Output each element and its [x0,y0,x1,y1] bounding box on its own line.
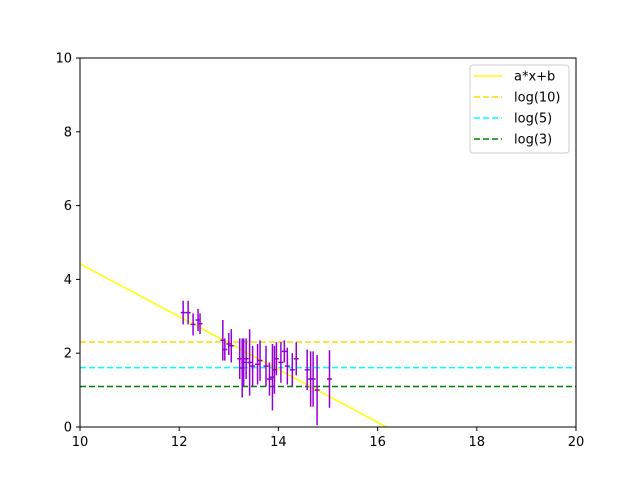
errorbar-point [241,338,247,387]
errorbar-point [273,342,279,376]
y-tick-label: 2 [64,347,72,362]
errorbar-point [243,338,249,380]
legend-label: log(5) [514,112,552,127]
errorbar-point [284,347,290,385]
legend-entry: a*x+b [474,70,555,85]
errorbar-point [190,313,196,336]
legend-frame [469,64,570,154]
plot-frame [79,57,577,428]
x-tick-label: 14 [270,435,287,450]
errorbar-point [281,340,287,363]
errorbar-point [185,300,191,325]
legend-label: log(3) [514,133,552,148]
legend-entry: log(10) [474,91,561,106]
x-tick-label: 16 [369,435,386,450]
y-axis: 0 2 4 6 8 10 [55,52,80,436]
x-axis: 10 12 14 16 18 20 [72,427,585,450]
errorbar-point [278,342,284,383]
errorbar-point [310,351,316,407]
errorbar-point [314,355,320,426]
legend: a*x+b log(10) log(5) log(3) [469,64,570,154]
errorbar-point [197,313,203,335]
errorbar-point [327,350,332,408]
errorbar-point [266,362,272,396]
errorbar-point [263,345,269,387]
x-tick-label: 10 [72,435,89,450]
errorbar-point [250,345,256,387]
errorbar-point [304,349,310,391]
errorbar-point [257,340,263,381]
legend-entry: log(3) [474,133,552,148]
y-tick-label: 6 [64,199,72,214]
errorbar-series [180,300,332,426]
errorbar-point [293,342,299,376]
y-tick-label: 8 [64,125,72,140]
y-tick-label: 0 [64,421,72,436]
errorbar-point [237,338,243,380]
errorbar-point [228,329,234,363]
legend-entry: log(5) [474,112,552,127]
errorbar-point [289,353,295,387]
y-tick-label: 4 [64,273,72,288]
x-tick-label: 18 [469,435,486,450]
x-tick-label: 12 [171,435,188,450]
legend-label: a*x+b [514,70,555,85]
legend-label: log(10) [514,91,561,106]
errorbar-point [255,343,261,385]
x-tick-label: 20 [568,435,585,450]
reference-lines [80,341,576,388]
errorbar-point [180,300,186,325]
errorbar-point [222,338,228,361]
errorbar-point [247,329,253,396]
errorbar-point [226,332,232,356]
y-tick-label: 10 [55,52,72,67]
